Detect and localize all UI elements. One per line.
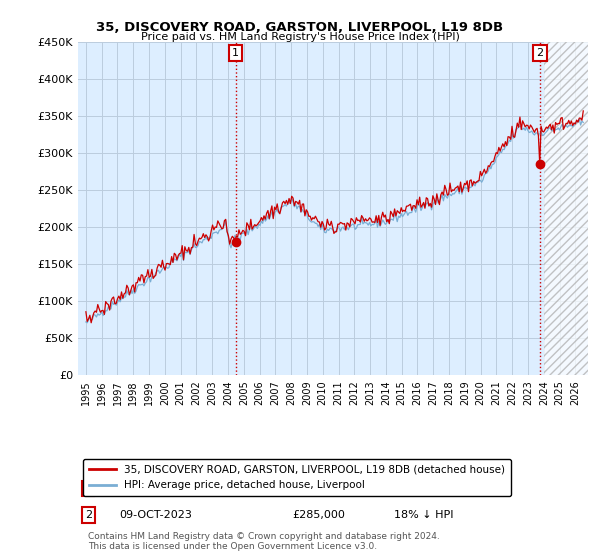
Bar bbox=[544, 42, 588, 375]
Text: 18% ↓ HPI: 18% ↓ HPI bbox=[394, 510, 454, 520]
Text: £179,995: £179,995 bbox=[292, 483, 346, 493]
Text: 6% ↑ HPI: 6% ↑ HPI bbox=[394, 483, 446, 493]
Text: 35, DISCOVERY ROAD, GARSTON, LIVERPOOL, L19 8DB: 35, DISCOVERY ROAD, GARSTON, LIVERPOOL, … bbox=[97, 21, 503, 34]
Text: 25-JUN-2004: 25-JUN-2004 bbox=[119, 483, 190, 493]
Text: 2: 2 bbox=[536, 48, 544, 58]
Text: Price paid vs. HM Land Registry's House Price Index (HPI): Price paid vs. HM Land Registry's House … bbox=[140, 32, 460, 42]
Legend: 35, DISCOVERY ROAD, GARSTON, LIVERPOOL, L19 8DB (detached house), HPI: Average p: 35, DISCOVERY ROAD, GARSTON, LIVERPOOL, … bbox=[83, 459, 511, 496]
Text: 1: 1 bbox=[85, 483, 92, 493]
Text: 2: 2 bbox=[85, 510, 92, 520]
Text: £285,000: £285,000 bbox=[292, 510, 345, 520]
Text: 1: 1 bbox=[232, 48, 239, 58]
Text: Contains HM Land Registry data © Crown copyright and database right 2024.
This d: Contains HM Land Registry data © Crown c… bbox=[88, 532, 440, 552]
Text: 09-OCT-2023: 09-OCT-2023 bbox=[119, 510, 191, 520]
